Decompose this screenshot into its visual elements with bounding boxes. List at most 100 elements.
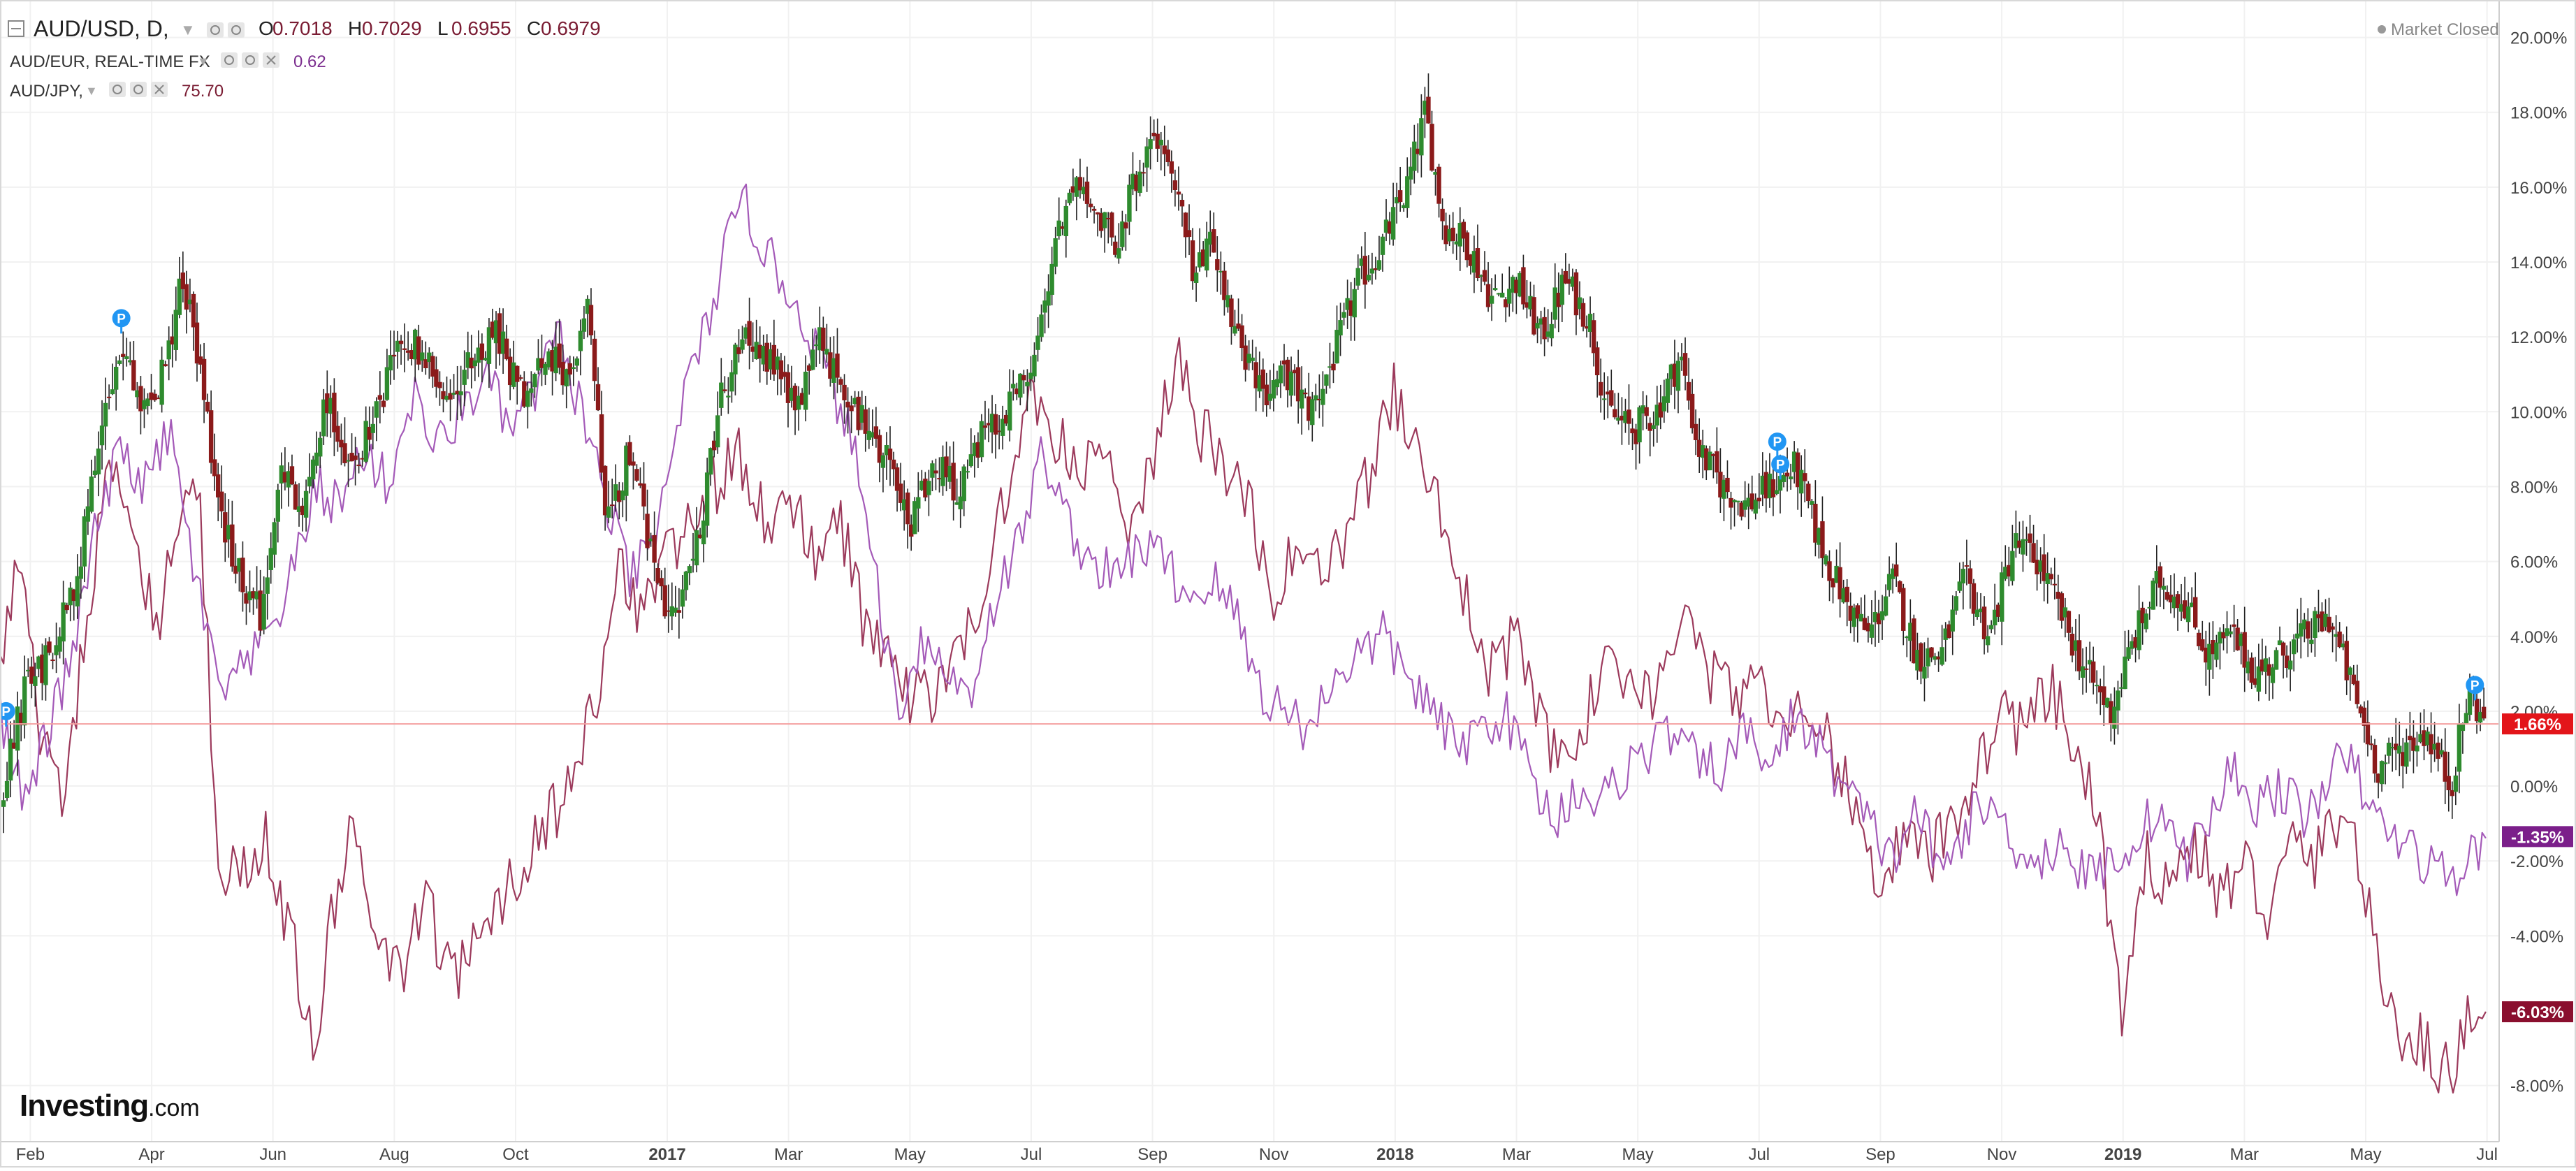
candle-body xyxy=(539,358,544,368)
candle-body xyxy=(1978,609,1984,613)
candle-body xyxy=(1556,292,1561,307)
candle-body xyxy=(226,525,231,540)
collapse-icon[interactable] xyxy=(8,20,24,37)
candle-body xyxy=(2031,543,2036,563)
candle-body xyxy=(2436,742,2440,759)
compare-chevron-down-icon[interactable]: ▼ xyxy=(197,54,210,68)
candle-body xyxy=(2249,657,2254,683)
candle-body xyxy=(1450,227,1455,241)
main-settings-icon[interactable] xyxy=(207,22,224,38)
candle-body xyxy=(1190,240,1195,282)
candle-body xyxy=(398,340,404,344)
candle-body xyxy=(799,393,805,405)
candle-body xyxy=(1035,335,1040,350)
candle-body xyxy=(982,425,988,428)
candle-body xyxy=(1281,360,1287,365)
candle-body xyxy=(2386,743,2392,756)
candle-body xyxy=(1084,181,1090,204)
candle-body xyxy=(733,344,738,374)
candle-body xyxy=(1314,395,1318,401)
candle-body xyxy=(1246,354,1251,363)
marker-label: P xyxy=(1773,435,1782,450)
candle-body xyxy=(465,352,470,368)
candle-body xyxy=(244,593,249,604)
marker-pin-icon[interactable]: P xyxy=(1768,432,1787,458)
candle-body xyxy=(599,414,604,473)
candle-body xyxy=(180,272,186,289)
marker-pin-icon[interactable]: P xyxy=(1771,455,1790,480)
candle-body xyxy=(532,374,537,388)
candle-body xyxy=(2270,667,2276,683)
candle-body xyxy=(655,568,660,583)
candle-body xyxy=(1672,363,1678,387)
candle-body xyxy=(824,349,829,355)
marker-pin-icon[interactable]: P xyxy=(112,309,131,334)
marker-pin-icon[interactable]: P xyxy=(2466,676,2484,701)
last-value-badge: 1.66% xyxy=(2502,713,2573,735)
candle-body xyxy=(1806,483,1811,502)
candle-body xyxy=(103,402,108,427)
candle-body xyxy=(2242,632,2247,668)
compare-symbol[interactable]: AUD/EUR, REAL-TIME FX xyxy=(10,52,210,71)
candle-body xyxy=(2010,551,2015,581)
candle-body xyxy=(909,524,914,537)
candle-body xyxy=(1729,497,1733,508)
candle-body xyxy=(360,458,365,460)
candle-body xyxy=(743,327,748,339)
candle-body xyxy=(2154,571,2160,584)
candle-body xyxy=(1179,200,1185,207)
candle-body xyxy=(1504,299,1508,307)
candle-body xyxy=(2193,597,2198,628)
compare-eye-icon[interactable] xyxy=(221,52,238,68)
compare-chevron-down-icon[interactable]: ▼ xyxy=(85,84,98,98)
x-tick-label: Mar xyxy=(2230,1145,2259,1164)
candle-body xyxy=(1,800,6,807)
compare-gear-icon[interactable] xyxy=(242,52,259,68)
candle-body xyxy=(1753,500,1758,514)
candle-body xyxy=(1591,320,1596,354)
candle-body xyxy=(1820,521,1825,558)
candle-body xyxy=(1489,296,1494,304)
candle-body xyxy=(2375,773,2381,783)
candle-body xyxy=(240,558,245,592)
candle-body xyxy=(1763,472,1769,499)
candle-body xyxy=(22,676,27,726)
main-gear-icon[interactable] xyxy=(228,22,245,38)
candle-body xyxy=(740,339,745,350)
candle-body xyxy=(2119,687,2124,689)
ohlc-values: O0.7018 H 0.7029 L 0.6955 C 0.6979 xyxy=(259,17,601,39)
candle-body xyxy=(2059,593,2065,621)
candle-body xyxy=(507,356,513,386)
candle-body xyxy=(2102,686,2106,706)
candle-body xyxy=(184,284,189,310)
compare-eye-icon[interactable] xyxy=(109,82,126,97)
candle-body xyxy=(926,481,931,495)
candle-body xyxy=(420,352,425,361)
compare-gear-icon[interactable] xyxy=(130,82,147,97)
main-symbol[interactable]: AUD/USD, D, xyxy=(34,16,169,41)
marker-pin-icon[interactable]: P xyxy=(0,701,15,727)
candle-body xyxy=(391,354,397,357)
candle-body xyxy=(1162,145,1167,154)
candle-body xyxy=(430,356,435,377)
candle-body xyxy=(659,578,664,587)
candle-body xyxy=(1447,228,1452,242)
candle-body xyxy=(2291,639,2297,655)
candle-body xyxy=(2330,626,2335,630)
candle-body xyxy=(1824,555,1828,565)
candle-body xyxy=(1229,298,1234,327)
candle-body xyxy=(33,676,38,686)
candle-body xyxy=(233,565,238,574)
candle-body xyxy=(701,521,706,544)
candle-body xyxy=(923,479,928,497)
main-symbol-chevron-down-icon[interactable]: ▼ xyxy=(180,21,196,38)
candle-body xyxy=(581,318,587,332)
candle-body xyxy=(279,465,284,484)
compare-symbol[interactable]: AUD/JPY, xyxy=(10,82,83,101)
candle-body xyxy=(1781,474,1787,482)
candle-body xyxy=(1521,267,1526,305)
candle-body xyxy=(448,393,453,400)
